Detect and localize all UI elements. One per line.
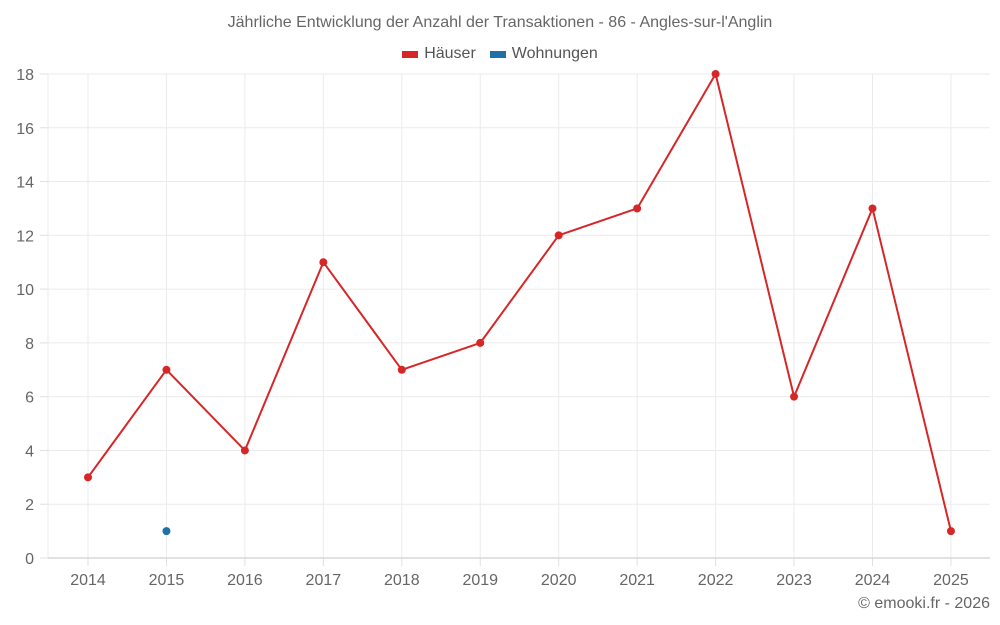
x-tick-label: 2022 [698,572,734,589]
y-tick-label: 16 [16,121,34,138]
data-point[interactable] [319,258,328,267]
y-tick-label: 14 [16,175,34,192]
legend-label: Wohnungen [511,45,598,62]
data-point[interactable] [946,527,955,536]
data-point[interactable] [476,338,485,347]
y-tick-label: 8 [25,336,34,353]
x-tick-label: 2017 [306,572,342,589]
x-tick-label: 2019 [462,572,498,589]
x-tick-label: 2020 [541,572,577,589]
x-tick-label: 2024 [855,572,891,589]
y-tick-label: 18 [16,67,34,84]
y-tick-label: 6 [25,390,34,407]
legend-swatch-icon [402,50,419,58]
data-point[interactable] [240,446,249,455]
legend: Häuser Wohnungen [0,45,1000,63]
x-tick-label: 2025 [933,572,969,589]
x-tick-label: 2023 [776,572,812,589]
x-tick-label: 2014 [70,572,106,589]
data-point[interactable] [162,527,171,536]
series-haeuser [84,70,955,536]
legend-item-wohnungen[interactable]: Wohnungen [489,45,598,63]
data-point[interactable] [790,392,799,401]
data-point[interactable] [633,204,642,213]
y-tick-label: 10 [16,282,34,299]
series-layer [84,70,955,536]
data-point[interactable] [711,70,720,78]
y-tick-label: 0 [25,551,34,568]
legend-label: Häuser [424,45,476,62]
data-point[interactable] [162,365,171,374]
data-point[interactable] [397,365,406,374]
credit-text: © emooki.fr - 2026 [858,595,990,612]
series-line [87,73,952,532]
data-point[interactable] [868,204,877,213]
x-tick-label: 2021 [619,572,655,589]
axes: 0 2 4 6 8 10 12 14 16 18 2014 2015 2016 2017 2018 2019 2… [16,67,990,589]
data-point[interactable] [84,473,92,482]
y-tick-label: 2 [25,497,34,514]
chart-title: Jährliche Entwicklung der Anzahl der Tra… [227,14,773,31]
y-tick-label: 12 [16,228,34,245]
x-tick-label: 2015 [149,572,185,589]
legend-item-haeuser[interactable]: Häuser [402,45,476,63]
legend-swatch-icon [489,50,506,58]
y-tick-label: 4 [25,443,34,460]
grid-lines [48,73,990,558]
x-tick-label: 2018 [384,572,420,589]
x-tick-label: 2016 [227,572,263,589]
data-point[interactable] [554,231,563,240]
series-wohnungen [162,527,171,536]
